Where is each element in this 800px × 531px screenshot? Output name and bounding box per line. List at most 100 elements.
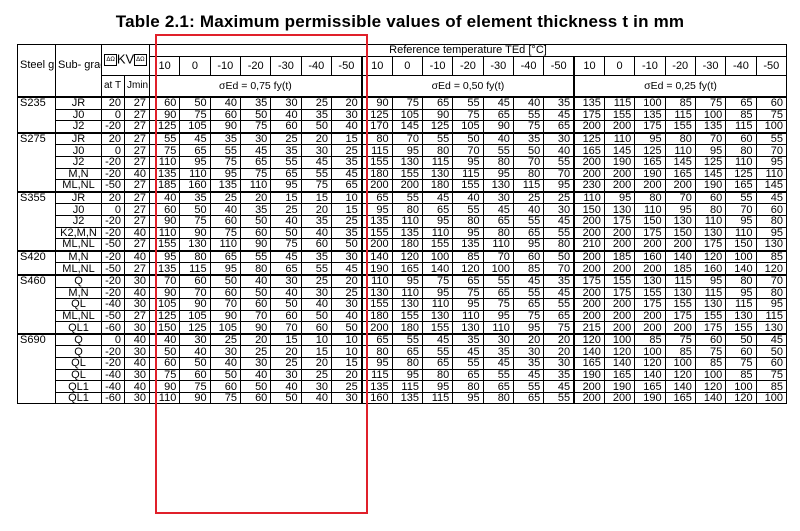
thickness-value-cell: 65	[482, 214, 514, 228]
test-temperature-cell: 0	[101, 144, 125, 157]
thickness-value-cell: 210	[573, 238, 605, 252]
thickness-value-cell: 130	[694, 226, 727, 240]
thickness-value-cell: 110	[148, 155, 181, 169]
jmin-cell: 27	[124, 95, 150, 110]
thickness-value-cell: 45	[179, 131, 211, 146]
sub-grade-cell: J2	[55, 120, 102, 134]
thickness-value-cell: 180	[360, 309, 393, 323]
thickness-value-cell: 115	[664, 273, 696, 288]
thickness-value-cell: 35	[239, 95, 272, 110]
thickness-value-cell: 135	[391, 391, 423, 405]
thickness-value-cell: 30	[543, 357, 575, 370]
thickness-value-cell: 75	[421, 273, 454, 288]
thickness-value-cell: 95	[360, 357, 393, 370]
thickness-value-cell: 65	[512, 391, 545, 405]
sub-grade-cell: ML,NL	[55, 179, 102, 193]
thickness-value-cell: 10	[330, 345, 363, 359]
thickness-value-cell: 70	[755, 144, 788, 157]
thickness-value-cell: 30	[300, 380, 332, 393]
thickness-value-cell: 60	[209, 380, 241, 393]
thickness-value-cell: 50	[270, 226, 302, 240]
thickness-value-cell: 125	[179, 321, 211, 335]
thickness-value-cell: 75	[512, 120, 545, 134]
thickness-value-cell: 45	[755, 190, 788, 205]
thickness-value-cell: 200	[573, 120, 605, 134]
thickness-value-cell: 80	[360, 131, 393, 146]
table-row: QL -20 40 60 50 40 30 25 20 15 95 80 65 55 45 35 30 165 14…	[18, 357, 788, 370]
thickness-value-cell: 110	[209, 238, 241, 252]
jmin-cell: 27	[124, 214, 150, 228]
thickness-value-cell: 135	[573, 95, 605, 110]
table-row: Q -20 30 50 40 30 25 20 15 10 80 65 55 45 35 30 20 140 120…	[18, 345, 788, 359]
thickness-value-cell: 60	[725, 131, 757, 146]
thickness-value-cell: 125	[634, 144, 666, 157]
temperature-header-cell: -40	[300, 56, 332, 76]
thickness-value-cell: 215	[573, 321, 605, 335]
thickness-value-cell: 200	[634, 179, 666, 193]
thickness-value-cell: 200	[603, 309, 636, 323]
table-title: Table 2.1: Maximum permissible values of…	[115, 12, 685, 31]
thickness-value-cell: 185	[148, 179, 181, 193]
thickness-value-cell: 130	[755, 321, 788, 335]
thickness-value-cell: 115	[179, 262, 211, 276]
thickness-value-cell: 115	[603, 95, 636, 110]
table-row: S235 JR 20 27 60 50 40 35 30 25 20 90 75 65 55 45 40 35 13…	[17, 95, 788, 134]
thickness-value-cell: 50	[209, 368, 241, 382]
thickness-value-cell: 125	[360, 108, 393, 122]
thickness-value-cell: 200	[573, 155, 605, 169]
thickness-value-cell: 200	[573, 309, 605, 323]
temperature-header-cell: 0	[603, 56, 636, 76]
thickness-value-cell: 85	[694, 357, 727, 370]
temperature-header-cell: -40	[725, 56, 757, 76]
jmin-cell: 27	[124, 179, 150, 193]
thickness-value-cell: 135	[148, 167, 181, 181]
thickness-value-cell: 110	[239, 179, 272, 193]
thickness-value-cell: 45	[512, 368, 545, 382]
thickness-value-cell: 50	[148, 345, 181, 359]
thickness-value-cell: 60	[300, 238, 332, 252]
thickness-value-cell: 180	[360, 167, 393, 181]
table-row: S420 M,N -20 40 95 80 65 55 45 35 30 140 120 100 85 70 6…	[17, 249, 788, 276]
sub-grade-cell: QL1	[55, 391, 102, 405]
thickness-value-cell: 80	[755, 214, 788, 228]
thickness-value-cell: 140	[725, 262, 757, 276]
test-temperature-cell: -20	[101, 273, 125, 288]
thickness-value-cell: 95	[421, 286, 454, 300]
thickness-value-cell: 30	[179, 332, 211, 347]
thickness-value-cell: 30	[300, 286, 332, 300]
thickness-value-cell: 165	[573, 357, 605, 370]
kv-header: ΔΩ KV ΔΩ	[101, 44, 150, 76]
thickness-value-cell: 135	[452, 238, 484, 252]
sub-grade-cell: Q	[55, 273, 102, 288]
thickness-value-cell: 75	[755, 368, 788, 382]
table-row: M,N -20 40 90 70 60 50 40 30 25 130 110 95 75 65 55 45 20…	[18, 286, 788, 300]
thickness-value-cell: 60	[755, 357, 788, 370]
sigma-header-025: σEd = 0,25 fy(t)	[573, 75, 788, 98]
thickness-value-cell: 85	[725, 368, 757, 382]
test-temperature-cell: -20	[101, 214, 125, 228]
temperature-header-cell: 10	[573, 56, 605, 76]
thickness-value-cell: 120	[603, 345, 636, 359]
temperature-header-cell: -30	[270, 56, 302, 76]
thickness-value-cell: 125	[421, 120, 454, 134]
thickness-value-cell: 95	[603, 190, 636, 205]
thickness-value-cell: 200	[664, 321, 696, 335]
jmin-cell: 27	[124, 309, 150, 323]
thickness-value-cell: 200	[573, 391, 605, 405]
thickness-value-cell: 40	[270, 214, 302, 228]
thickness-value-cell: 45	[482, 95, 514, 110]
thickness-value-cell: 200	[603, 179, 636, 193]
thickness-value-cell: 60	[725, 345, 757, 359]
thickness-value-cell: 80	[452, 214, 484, 228]
jmin-cell: 40	[124, 357, 150, 370]
thickness-value-cell: 175	[573, 273, 605, 288]
thickness-value-cell: 150	[148, 321, 181, 335]
test-temperature-cell: 0	[101, 108, 125, 122]
table-row: S690 Q 0 40 40 30 25 20 15 10 10 65 55 45 35 30 20 20 120 1…	[17, 332, 788, 405]
thickness-value-cell: 80	[512, 167, 545, 181]
thickness-value-cell: 70	[543, 262, 575, 276]
table-row: S460 Q -20 30 70 60 50 40 30 25 20 110 95 75 65 55 45 35 1…	[17, 273, 788, 335]
thickness-value-cell: 75	[209, 155, 241, 169]
thickness-value-cell: 165	[634, 380, 666, 393]
thickness-value-cell: 85	[664, 345, 696, 359]
